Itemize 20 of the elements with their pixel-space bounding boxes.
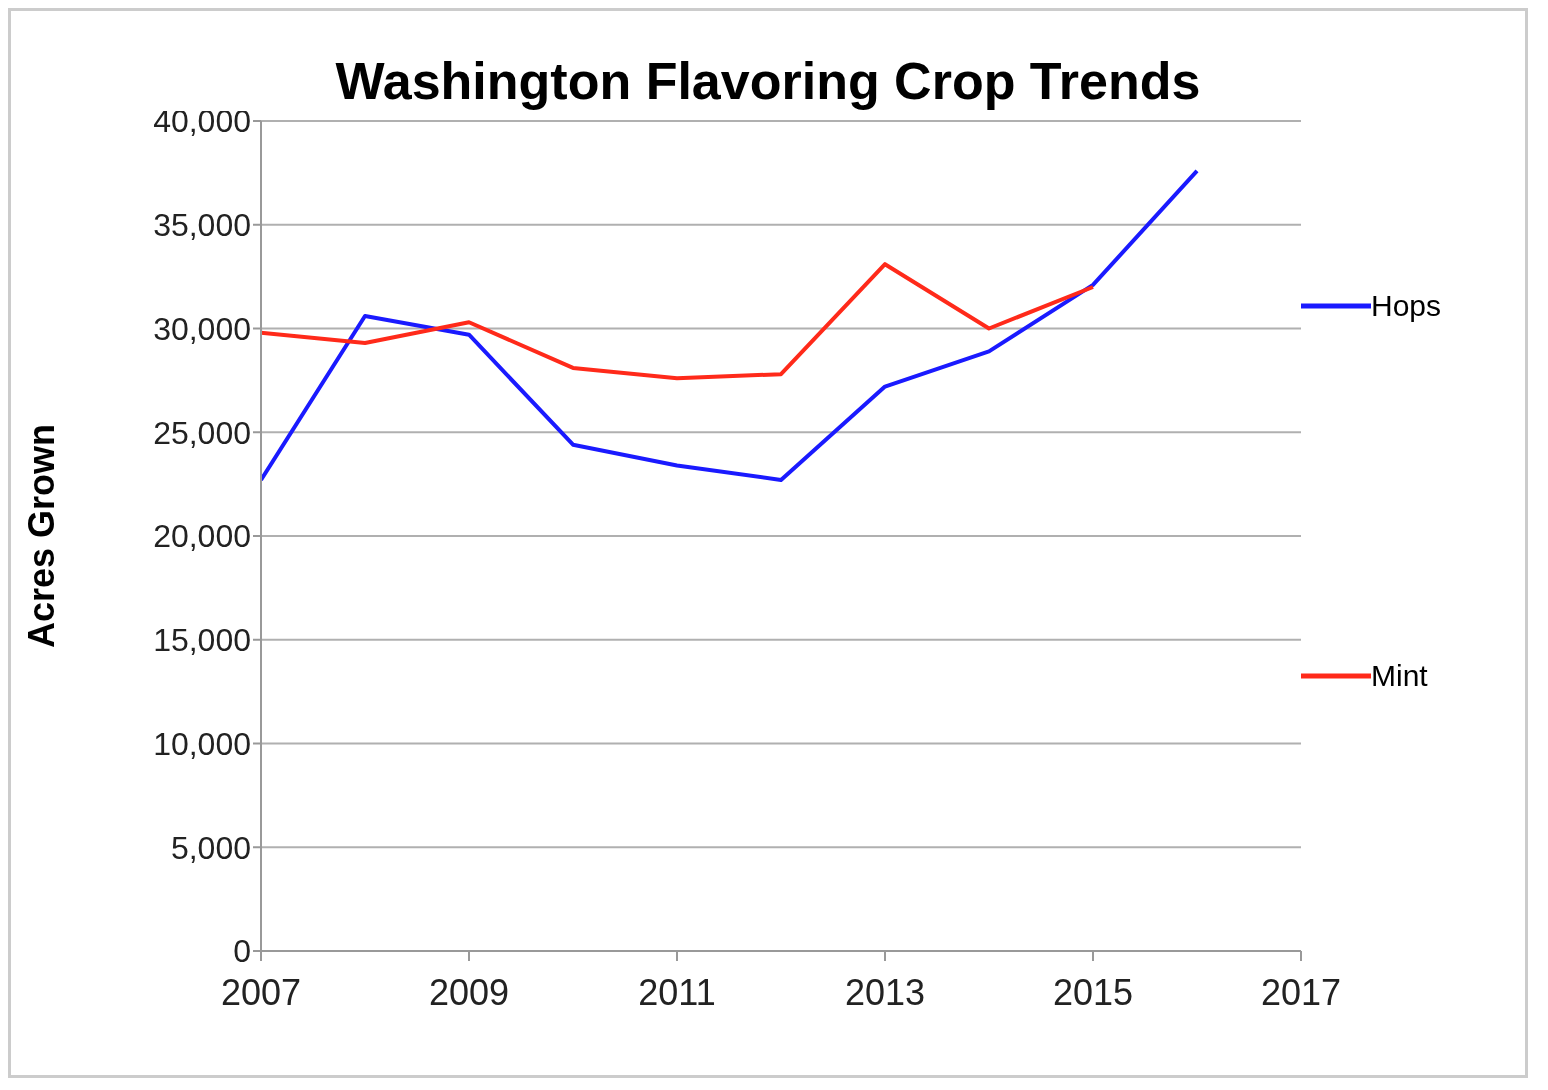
y-tick-label: 20,000 xyxy=(153,518,251,555)
y-tick-label: 5,000 xyxy=(170,829,251,866)
y-tick-label: 35,000 xyxy=(153,207,251,244)
chart-title: Washington Flavoring Crop Trends xyxy=(335,52,1201,110)
x-tick-label: 2011 xyxy=(638,971,716,1013)
x-tick-label: 2007 xyxy=(220,971,302,1013)
y-tick-label: 25,000 xyxy=(153,414,251,451)
legend-label: Hops xyxy=(1371,289,1442,323)
y-tick-label: 15,000 xyxy=(153,622,251,659)
line-series xyxy=(261,168,1199,482)
y-axis-title: Acres Grown xyxy=(20,423,62,649)
y-tick-label: 10,000 xyxy=(153,725,251,762)
x-tick-label: 2013 xyxy=(844,971,926,1013)
x-tick-label: 2009 xyxy=(428,971,510,1013)
y-tick-label: 30,000 xyxy=(153,310,251,347)
y-tick-label: 0 xyxy=(233,933,251,970)
line-series xyxy=(261,262,1095,381)
x-tick-label: 2015 xyxy=(1052,971,1134,1013)
legend-label: Mint xyxy=(1371,659,1428,693)
x-tick-label: 2017 xyxy=(1260,971,1342,1013)
